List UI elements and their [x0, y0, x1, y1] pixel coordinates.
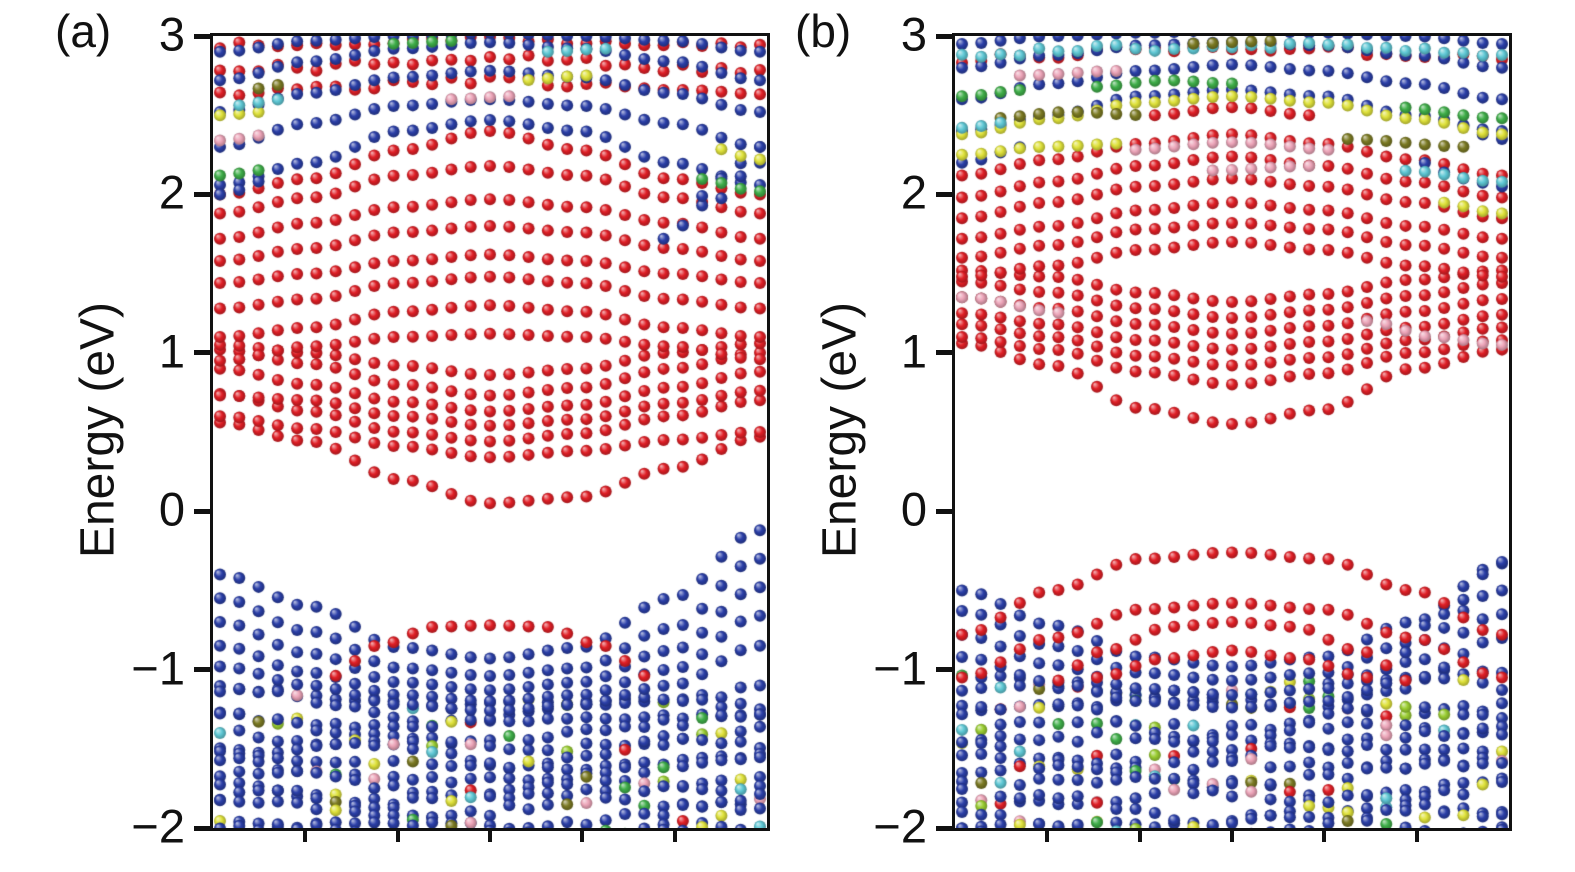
x-tick-mark	[1414, 831, 1419, 842]
y-tick-mark	[936, 33, 952, 39]
y-tick-mark	[936, 667, 952, 673]
y-tick-label: −2	[131, 799, 185, 853]
band-plot-canvas-b	[955, 36, 1509, 828]
y-tick-label: 1	[158, 324, 185, 378]
x-tick-mark	[303, 831, 308, 842]
x-tick-mark	[1230, 831, 1234, 842]
band-plot-canvas-a	[213, 36, 767, 828]
y-tick-mark	[194, 33, 210, 39]
y-tick-mark	[936, 191, 952, 197]
x-tick-mark	[1322, 831, 1327, 842]
x-tick-mark	[1045, 831, 1050, 842]
plot-area-a: 3 2 1 0 −1 −2	[131, 11, 770, 850]
y-tick-label: 3	[900, 7, 927, 61]
y-tick-mark	[194, 508, 210, 514]
panel-b-label: (b)	[795, 5, 852, 57]
y-tick-label: 0	[158, 482, 185, 536]
y-tick-mark	[936, 825, 952, 831]
y-tick-mark	[194, 667, 210, 673]
y-tick-label: 0	[900, 482, 927, 536]
plot-area-b: 3 2 1 0 −1 −2	[873, 11, 1512, 850]
y-tick-label: −1	[131, 641, 185, 695]
y-tick-label: 1	[900, 324, 927, 378]
y-tick-mark	[936, 508, 952, 514]
y-tick-mark	[194, 350, 210, 356]
y-tick-label: 3	[158, 7, 185, 61]
y-tick-label: −1	[873, 641, 927, 695]
y-tick-mark	[936, 350, 952, 356]
x-tick-mark	[488, 831, 492, 842]
y-tick-mark	[194, 825, 210, 831]
x-tick-mark	[1137, 831, 1142, 842]
panel-a-label: (a)	[55, 5, 112, 57]
y-tick-label: 2	[900, 166, 927, 220]
x-tick-mark	[580, 831, 585, 842]
x-tick-mark	[672, 831, 677, 842]
x-tick-mark	[395, 831, 400, 842]
y-tick-mark	[194, 191, 210, 197]
y-tick-label: 2	[158, 166, 185, 220]
y-tick-label: −2	[873, 799, 927, 853]
